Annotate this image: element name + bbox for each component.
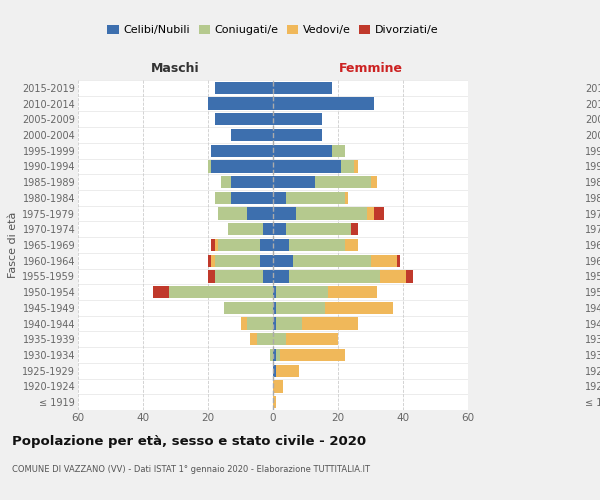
Bar [374,208,383,220]
Text: Maschi: Maschi [151,62,200,75]
Bar [218,239,260,251]
Bar [241,318,247,330]
Bar [257,333,273,345]
Bar [273,223,286,235]
Bar [273,82,331,94]
Bar [273,113,322,126]
Bar [289,270,380,282]
Bar [293,254,371,267]
Bar [276,349,280,361]
Bar [211,254,215,267]
Bar [273,286,276,298]
Bar [341,160,354,172]
Bar [273,129,322,141]
Bar [354,160,358,172]
Bar [371,254,397,267]
Bar [211,160,273,172]
Bar [273,160,341,172]
Bar [247,208,273,220]
Bar [273,144,331,157]
Bar [263,270,273,282]
Bar [270,349,273,361]
Text: Femmine: Femmine [338,62,403,75]
Bar [296,208,367,220]
Bar [276,318,302,330]
Bar [397,254,400,267]
Bar [289,239,344,251]
Bar [215,82,273,94]
Bar [273,239,289,251]
Bar [286,192,344,204]
Bar [273,380,283,392]
Bar [215,270,263,282]
Bar [380,270,406,282]
Bar [371,176,377,188]
Bar [273,349,276,361]
Bar [276,364,299,377]
Bar [273,98,374,110]
Bar [227,223,263,235]
Bar [208,254,211,267]
Bar [276,286,328,298]
Bar [153,286,169,298]
Y-axis label: Fasce di età: Fasce di età [8,212,18,278]
Bar [211,239,215,251]
Bar [208,160,211,172]
Bar [208,270,215,282]
Bar [280,349,344,361]
Bar [344,239,358,251]
Bar [273,318,276,330]
Bar [325,302,393,314]
Bar [231,129,273,141]
Bar [367,208,374,220]
Bar [263,223,273,235]
Legend: Celibi/Nubili, Coniugati/e, Vedovi/e, Divorziati/e: Celibi/Nubili, Coniugati/e, Vedovi/e, Di… [103,20,443,40]
Bar [231,192,273,204]
Bar [286,223,351,235]
Bar [331,144,344,157]
Bar [273,396,276,408]
Bar [273,192,286,204]
Bar [169,286,273,298]
Bar [247,318,273,330]
Bar [273,176,315,188]
Bar [286,333,338,345]
Bar [302,318,358,330]
Bar [273,208,296,220]
Bar [218,208,247,220]
Bar [260,239,273,251]
Bar [224,302,273,314]
Bar [273,254,293,267]
Bar [215,113,273,126]
Bar [406,270,413,282]
Bar [260,254,273,267]
Bar [221,176,231,188]
Text: COMUNE DI VAZZANO (VV) - Dati ISTAT 1° gennaio 2020 - Elaborazione TUTTITALIA.IT: COMUNE DI VAZZANO (VV) - Dati ISTAT 1° g… [12,465,370,474]
Bar [276,302,325,314]
Bar [208,98,273,110]
Bar [328,286,377,298]
Text: Popolazione per età, sesso e stato civile - 2020: Popolazione per età, sesso e stato civil… [12,435,366,448]
Bar [231,176,273,188]
Bar [344,192,348,204]
Bar [215,192,231,204]
Bar [211,144,273,157]
Bar [273,302,276,314]
Bar [215,239,218,251]
Bar [351,223,358,235]
Bar [315,176,371,188]
Bar [273,364,276,377]
Bar [250,333,257,345]
Bar [273,333,286,345]
Bar [215,254,260,267]
Bar [273,270,289,282]
